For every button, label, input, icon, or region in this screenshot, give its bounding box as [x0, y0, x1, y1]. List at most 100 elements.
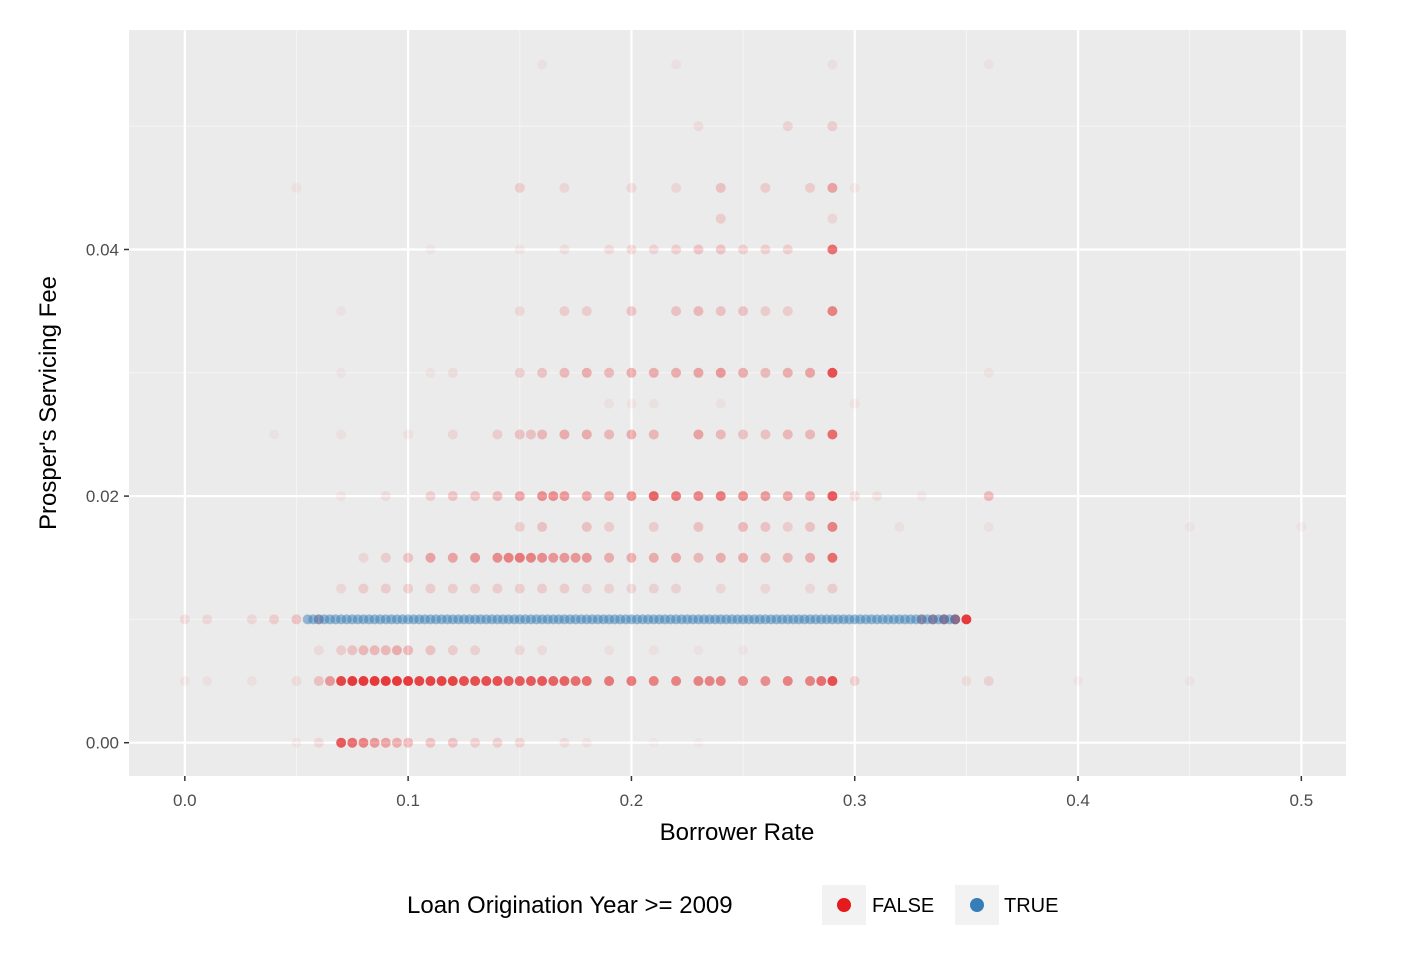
- y-tick-label: 0.00: [86, 734, 119, 753]
- data-point-false: [604, 429, 615, 440]
- data-point-false: [738, 429, 749, 440]
- data-point-false: [827, 367, 838, 378]
- data-point-false: [849, 182, 860, 193]
- legend: Loan Origination Year >= 2009 FALSE TRUE: [407, 885, 1058, 925]
- data-point-false: [358, 583, 369, 594]
- data-point-false: [425, 645, 436, 656]
- data-point-false: [358, 645, 369, 656]
- data-point-false: [827, 306, 838, 317]
- data-point-false: [648, 521, 659, 532]
- x-tick-label: 0.5: [1290, 791, 1314, 810]
- data-point-false: [425, 367, 436, 378]
- data-point-false: [514, 244, 525, 255]
- data-point-false: [738, 244, 749, 255]
- data-point-false: [983, 367, 994, 378]
- major-gridlines: [129, 30, 1346, 776]
- data-point-false: [481, 676, 492, 687]
- data-point-false: [849, 491, 860, 502]
- data-point-false: [738, 491, 749, 502]
- data-point-false: [738, 645, 749, 656]
- data-point-false: [715, 583, 726, 594]
- data-point-false: [715, 398, 726, 409]
- data-point-false: [648, 367, 659, 378]
- data-point-false: [715, 429, 726, 440]
- data-point-false: [425, 552, 436, 563]
- data-point-false: [648, 244, 659, 255]
- data-point-false: [1296, 521, 1307, 532]
- data-point-false: [470, 583, 481, 594]
- data-point-false: [626, 398, 637, 409]
- data-point-false: [202, 676, 213, 687]
- data-point-false: [604, 491, 615, 502]
- data-point-false: [336, 306, 347, 317]
- plot-panel: [129, 30, 1346, 776]
- data-point-false: [380, 552, 391, 563]
- data-point-false: [604, 645, 615, 656]
- x-tick-label: 0.3: [843, 791, 867, 810]
- data-point-false: [827, 583, 838, 594]
- data-point-false: [581, 583, 592, 594]
- data-point-false: [525, 429, 536, 440]
- data-point-false: [336, 491, 347, 502]
- data-point-false: [715, 676, 726, 687]
- data-point-false: [581, 737, 592, 748]
- data-point-false: [805, 552, 816, 563]
- data-point-false: [470, 645, 481, 656]
- data-point-false: [827, 244, 838, 255]
- data-point-false: [827, 429, 838, 440]
- data-point-false: [693, 429, 704, 440]
- data-point-false: [626, 491, 637, 502]
- data-point-false: [403, 737, 414, 748]
- data-point-false: [648, 583, 659, 594]
- data-point-false: [503, 676, 514, 687]
- data-point-false: [425, 676, 436, 687]
- data-point-false: [391, 737, 402, 748]
- data-point-false: [604, 676, 615, 687]
- y-axis: 0.00 0.02 0.04: [86, 240, 129, 753]
- data-point-false: [604, 367, 615, 378]
- data-point-false: [447, 737, 458, 748]
- data-point-false: [671, 676, 682, 687]
- data-point-false: [447, 645, 458, 656]
- data-point-false: [626, 182, 637, 193]
- data-point-false: [626, 583, 637, 594]
- data-point-false: [671, 583, 682, 594]
- data-point-false: [447, 676, 458, 687]
- data-point-false: [514, 367, 525, 378]
- data-point-false: [492, 429, 503, 440]
- data-point-false: [581, 491, 592, 502]
- data-point-false: [581, 521, 592, 532]
- data-point-false: [514, 182, 525, 193]
- data-point-false: [604, 398, 615, 409]
- legend-label-true: TRUE: [1004, 895, 1058, 917]
- data-point-false: [827, 59, 838, 70]
- data-point-false: [715, 491, 726, 502]
- data-point-false: [369, 737, 380, 748]
- data-point-false: [626, 429, 637, 440]
- data-point-false: [581, 676, 592, 687]
- data-point-false: [291, 614, 302, 625]
- data-point-false: [414, 676, 425, 687]
- data-point-false: [872, 491, 883, 502]
- data-point-false: [961, 614, 972, 625]
- data-point-false: [313, 645, 324, 656]
- data-point-false: [604, 583, 615, 594]
- data-point-false: [604, 552, 615, 563]
- data-point-false: [537, 521, 548, 532]
- data-point-false: [425, 583, 436, 594]
- data-point-false: [827, 121, 838, 132]
- data-point-false: [559, 244, 570, 255]
- data-point-false: [648, 491, 659, 502]
- data-point-false: [760, 306, 771, 317]
- data-point-false: [715, 367, 726, 378]
- data-point-false: [537, 367, 548, 378]
- data-point-false: [715, 213, 726, 224]
- data-point-false: [514, 676, 525, 687]
- data-point-false: [559, 737, 570, 748]
- data-point-false: [626, 367, 637, 378]
- data-point-false: [470, 552, 481, 563]
- data-point-false: [916, 491, 927, 502]
- data-point-false: [514, 645, 525, 656]
- data-point-false: [738, 521, 749, 532]
- data-point-false: [693, 491, 704, 502]
